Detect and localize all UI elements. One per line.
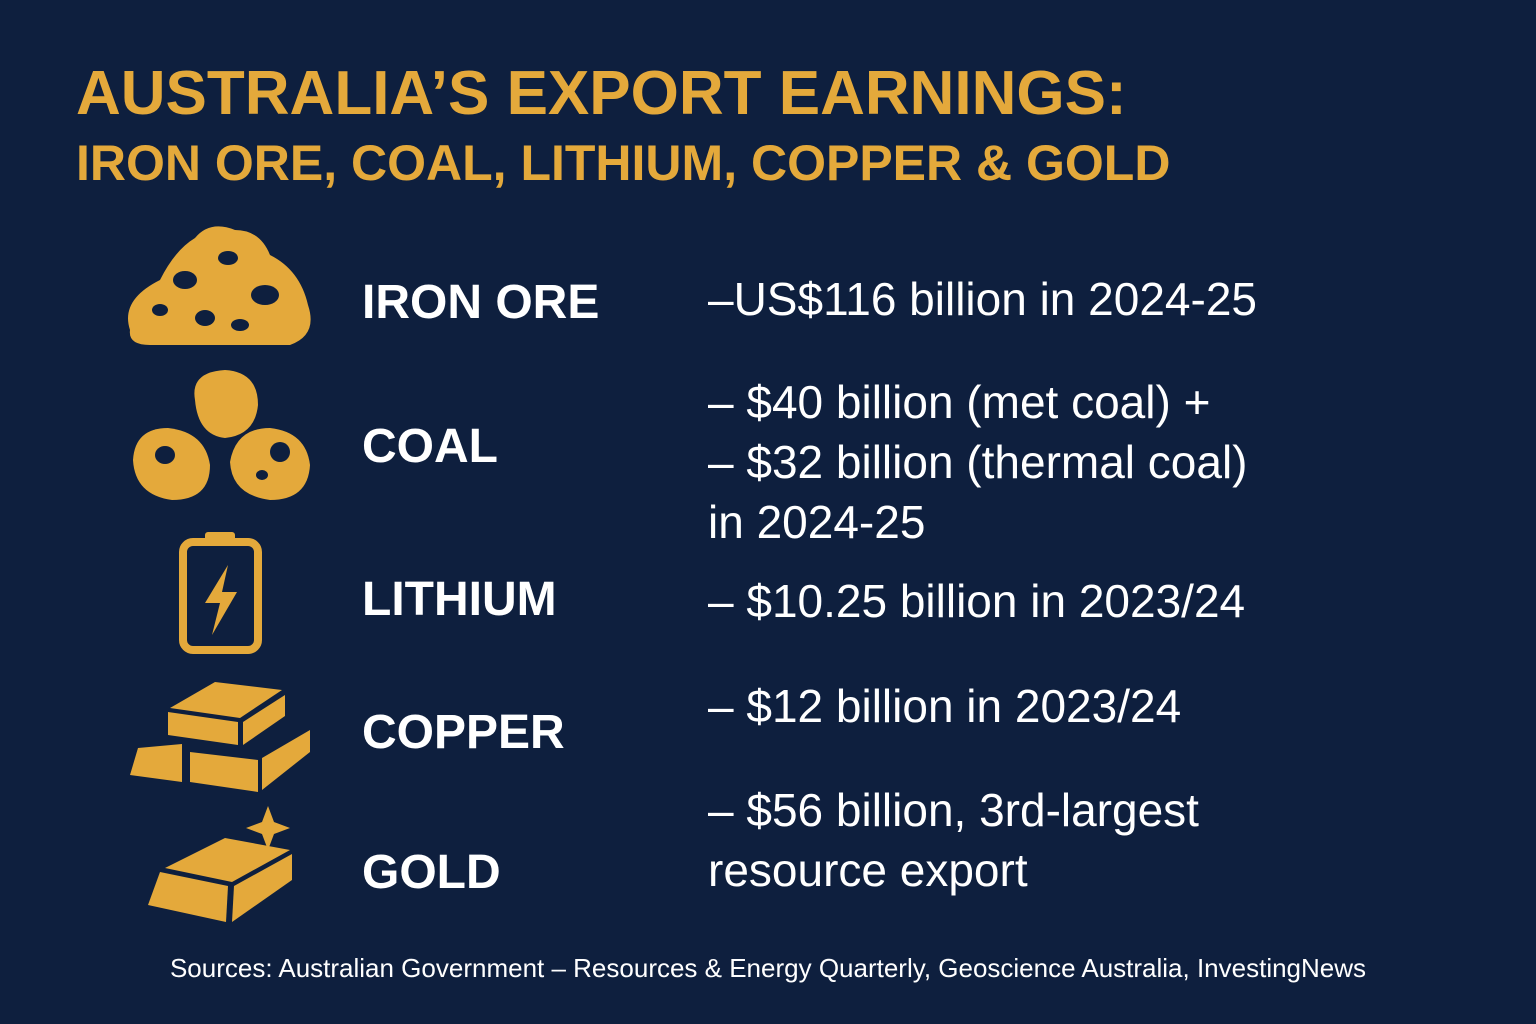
item-name: COAL: [362, 420, 498, 473]
lithium-icon: [179, 532, 262, 654]
iron-ore-icon: [128, 226, 311, 345]
coal-icon: [133, 370, 310, 500]
item-name: LITHIUM: [362, 573, 557, 626]
item-detail: in 2024-25: [708, 496, 925, 548]
item-name: IRON ORE: [362, 276, 599, 329]
item-detail: – $56 billion, 3rd-largest: [708, 784, 1199, 836]
item-detail: resource export: [708, 844, 1028, 896]
item-detail: –US$116 billion in 2024-25: [708, 273, 1257, 325]
item-detail: – $40 billion (met coal) +: [708, 376, 1210, 428]
item-detail: – $32 billion (thermal coal): [708, 436, 1248, 488]
item-name: GOLD: [362, 846, 501, 899]
sources: Sources: Australian Government – Resourc…: [170, 953, 1366, 983]
gold-icon: [148, 806, 292, 922]
item-detail: – $10.25 billion in 2023/24: [708, 575, 1245, 627]
copper-icon: [130, 682, 310, 792]
subtitle: IRON ORE, COAL, LITHIUM, COPPER & GOLD: [76, 135, 1170, 191]
item-detail: – $12 billion in 2023/24: [708, 680, 1181, 732]
title: AUSTRALIA’S EXPORT EARNINGS:: [76, 59, 1127, 128]
item-name: COPPER: [362, 706, 565, 759]
